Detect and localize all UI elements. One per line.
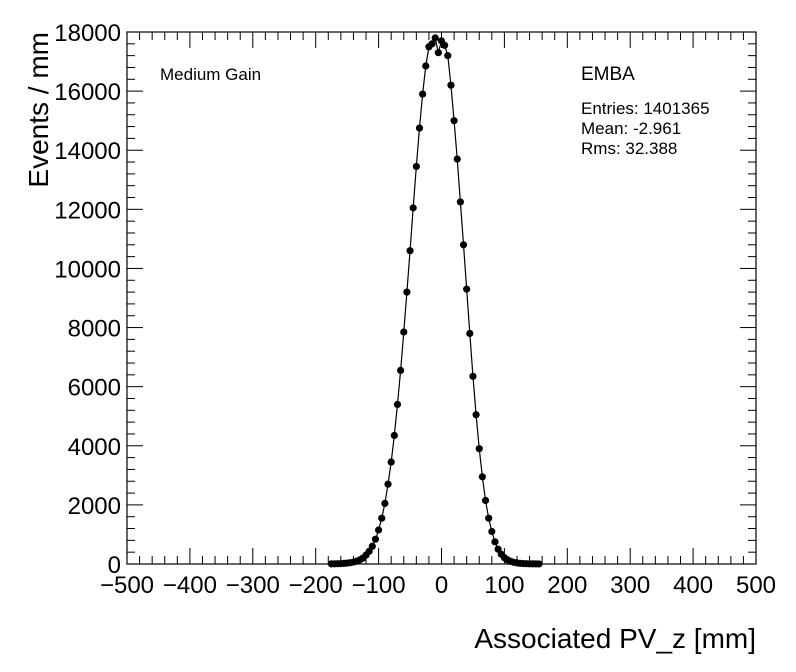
data-point	[371, 535, 380, 543]
y-tick-label: 6000	[68, 375, 121, 402]
x-tick-labels: −500 −400 −300 −200 −100 0 100 200 300 400 500	[100, 572, 776, 599]
data-point	[459, 241, 468, 249]
data-point	[466, 329, 474, 338]
data-point	[453, 155, 461, 163]
data-point	[481, 496, 490, 505]
stats-entries: Entries: 1401365	[581, 99, 710, 118]
gain-label: Medium Gain	[160, 65, 261, 84]
data-point	[422, 62, 430, 70]
x-axis-title: Associated PV_z [mm]	[474, 623, 756, 654]
data-point	[415, 124, 424, 132]
x-tick-label: −200	[289, 572, 343, 599]
data-point	[450, 117, 458, 125]
data-point	[441, 41, 449, 49]
y-tick-label: 8000	[68, 316, 121, 343]
data-point	[463, 285, 471, 293]
data-point	[403, 288, 411, 296]
x-tick-label: −100	[352, 572, 406, 599]
data-markers	[327, 34, 543, 568]
x-tick-label: −400	[163, 572, 217, 599]
data-point	[397, 366, 405, 375]
y-tick-label: 2000	[68, 493, 121, 520]
y-tick-label: 0	[108, 552, 121, 579]
x-tick-label: 500	[736, 572, 776, 599]
y-axis-title: Events / mm	[23, 32, 54, 188]
y-tick-label: 18000	[54, 20, 121, 47]
data-point	[469, 372, 477, 380]
data-point	[434, 49, 442, 57]
y-tick-label: 16000	[54, 79, 121, 106]
x-tick-label: 100	[484, 572, 524, 599]
data-point	[368, 542, 376, 550]
data-point	[431, 34, 439, 42]
y-tick-label: 4000	[68, 434, 121, 461]
data-point	[390, 431, 398, 440]
stats-rms: Rms: 32.388	[581, 139, 677, 158]
data-point	[409, 204, 417, 212]
x-tick-label: −500	[100, 572, 154, 599]
x-tick-label: −300	[226, 572, 280, 599]
data-point	[475, 445, 483, 453]
data-point	[472, 411, 480, 419]
partition-label: EMBA	[581, 64, 635, 85]
data-point	[406, 247, 414, 255]
x-tick-label: 300	[610, 572, 650, 599]
data-point	[419, 90, 427, 98]
data-point	[488, 527, 496, 536]
data-point	[412, 162, 420, 171]
x-tick-label: 0	[435, 572, 448, 599]
data-point	[375, 526, 383, 534]
data-point	[381, 499, 389, 508]
stats-mean: Mean: -2.961	[581, 119, 681, 138]
y-tick-label: 10000	[54, 256, 121, 283]
x-tick-label: 200	[547, 572, 587, 599]
data-point	[447, 81, 455, 89]
data-point	[491, 538, 499, 546]
data-point	[393, 400, 402, 408]
data-point	[485, 514, 493, 522]
y-tick-label: 12000	[54, 197, 121, 224]
y-tick-labels: 0 2000 4000 6000 8000 10000 12000 14000 16000 180…	[54, 20, 121, 579]
data-point	[378, 514, 386, 522]
data-point	[456, 198, 464, 206]
data-point	[387, 458, 395, 466]
data-point	[444, 52, 452, 60]
data-point	[428, 40, 436, 48]
x-tick-label: 400	[673, 572, 713, 599]
data-point	[478, 473, 486, 481]
data-point	[384, 480, 392, 488]
y-tick-label: 14000	[54, 138, 121, 165]
data-point	[400, 328, 408, 336]
data-point	[535, 560, 543, 568]
axis-ticks	[126, 31, 757, 565]
